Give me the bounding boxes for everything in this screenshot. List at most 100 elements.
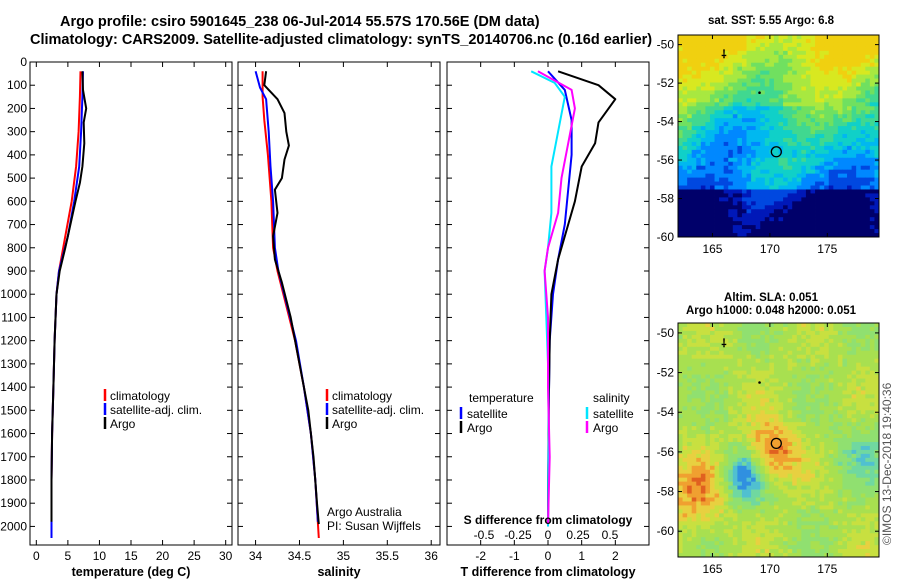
credit-text: ©IMOS 13-Dec-2018 19:40:36	[880, 382, 894, 545]
y-tick-label: 300	[7, 125, 27, 139]
y-tick-label: 700	[7, 218, 27, 232]
lat-tick-label: -60	[657, 230, 675, 244]
y-tick-label: 1500	[0, 403, 27, 417]
series-line-climatology	[263, 71, 319, 538]
island-marker: ⸸	[721, 49, 726, 61]
lon-tick-label: 170	[760, 242, 780, 256]
lat-tick-label: -50	[657, 326, 675, 340]
y-tick-label: 400	[7, 148, 27, 162]
legend-label: Argo	[593, 421, 619, 435]
legend-label: Argo	[110, 417, 136, 431]
x-axis-label: T difference from climatology	[460, 565, 635, 579]
x-tick-label: 2	[612, 549, 619, 563]
top-axis-label: S difference from climatology	[464, 513, 633, 527]
legend-label: satellite-adj. clim.	[110, 403, 202, 417]
map-title-line-2: Argo h1000: 0.048 h2000: 0.051	[686, 305, 857, 317]
lon-tick-label: 175	[817, 242, 837, 256]
x-tick-label: -2	[475, 549, 486, 563]
y-tick-label: 1300	[0, 357, 27, 371]
heatmap-cells	[678, 323, 879, 557]
secondary-tick-label: 0	[545, 528, 552, 542]
x-tick-label: -1	[509, 549, 520, 563]
y-tick-label: 800	[7, 241, 27, 255]
secondary-tick-label: 0.25	[566, 528, 590, 542]
y-tick-label: 200	[7, 101, 27, 115]
lat-tick-label: -58	[657, 192, 675, 206]
y-tick-label: 900	[7, 264, 27, 278]
secondary-tick-label: -0.25	[504, 528, 532, 542]
x-tick-label: 35.5	[376, 549, 400, 563]
x-tick-label: 20	[156, 549, 170, 563]
y-tick-label: 500	[7, 171, 27, 185]
lat-tick-label: -52	[657, 366, 675, 380]
difference-panel: -2 -1 0 1 2 T difference from climatology temp…	[447, 62, 649, 579]
heatmap-cells	[678, 35, 879, 237]
legend-label: Argo	[467, 421, 493, 435]
y-tick-label: 1800	[0, 473, 27, 487]
legend-label: Argo	[332, 417, 358, 431]
sst-map: sat. SST: 5.55 Argo: 6.8-50-52-54-56-58-…	[657, 15, 880, 256]
lon-tick-label: 165	[702, 242, 722, 256]
y-tick-label: 100	[7, 78, 27, 92]
island-marker	[758, 91, 761, 94]
y-tick-label: 1600	[0, 427, 27, 441]
series-line-argo	[264, 71, 319, 524]
lat-tick-label: -56	[657, 445, 675, 459]
x-tick-label: 0	[33, 549, 40, 563]
x-axis-label: salinity	[317, 565, 360, 579]
secondary-tick-label: -0.5	[474, 528, 495, 542]
lat-tick-label: -50	[657, 38, 675, 52]
x-tick-label: 34	[249, 549, 263, 563]
annotation-text: PI: Susan Wijffels	[327, 519, 421, 533]
series-line-satellite	[531, 71, 565, 526]
legend-label: climatology	[110, 389, 170, 403]
series-line-argo	[548, 71, 615, 522]
y-tick-label: 1200	[0, 334, 27, 348]
island-marker	[758, 381, 761, 384]
x-tick-label: 15	[124, 549, 138, 563]
temperature-panel: 0 100 200 300 400 500 600 700 800 900 1000 1100 1200…	[0, 55, 232, 579]
lon-tick-label: 170	[760, 562, 780, 576]
legend-title-salinity: salinity	[593, 391, 630, 405]
x-tick-label: 10	[93, 549, 107, 563]
secondary-tick-label: 0.5	[602, 528, 619, 542]
x-tick-label: 5	[65, 549, 72, 563]
lat-tick-label: -54	[657, 115, 675, 129]
plot-frame	[30, 62, 232, 545]
legend-label: satellite-adj. clim.	[332, 403, 424, 417]
legend-label: climatology	[332, 389, 392, 403]
x-tick-label: 25	[187, 549, 201, 563]
title-line-2: Climatology: CARS2009. Satellite-adjuste…	[30, 32, 652, 48]
lat-tick-label: -60	[657, 524, 675, 538]
x-tick-label: 1	[578, 549, 585, 563]
title-line-1: Argo profile: csiro 5901645_238 06-Jul-2…	[60, 14, 540, 30]
x-tick-label: 34.5	[288, 549, 312, 563]
map-title: sat. SST: 5.55 Argo: 6.8	[708, 15, 835, 27]
y-tick-label: 1900	[0, 496, 27, 510]
island-marker: ⸸	[721, 338, 726, 350]
y-tick-label: 1100	[1, 310, 27, 324]
x-axis-label: temperature (deg C)	[72, 565, 191, 579]
x-tick-label: 35	[337, 549, 351, 563]
y-tick-label: 2000	[0, 519, 27, 533]
x-tick-label: 0	[545, 549, 552, 563]
map-title-line-1: Altim. SLA: 0.051	[724, 292, 819, 304]
y-tick-label: 1400	[0, 380, 27, 394]
x-tick-label: 30	[219, 549, 233, 563]
lat-tick-label: -58	[657, 485, 675, 499]
legend-label: satellite	[593, 407, 634, 421]
legend-title-temperature: temperature	[469, 391, 534, 405]
lat-tick-label: -54	[657, 405, 675, 419]
x-tick-label: 36	[425, 549, 439, 563]
lon-tick-label: 175	[817, 562, 837, 576]
lon-tick-label: 165	[702, 562, 722, 576]
y-tick-label: 600	[7, 194, 27, 208]
salinity-panel: 34 34.5 35 35.5 36 salinity climatologysatelli…	[238, 62, 440, 579]
lat-tick-label: -56	[657, 153, 675, 167]
y-tick-label: 1000	[0, 287, 27, 301]
legend-label: satellite	[467, 407, 508, 421]
y-tick-label: 1700	[0, 450, 27, 464]
annotation-text: Argo Australia	[327, 505, 402, 519]
